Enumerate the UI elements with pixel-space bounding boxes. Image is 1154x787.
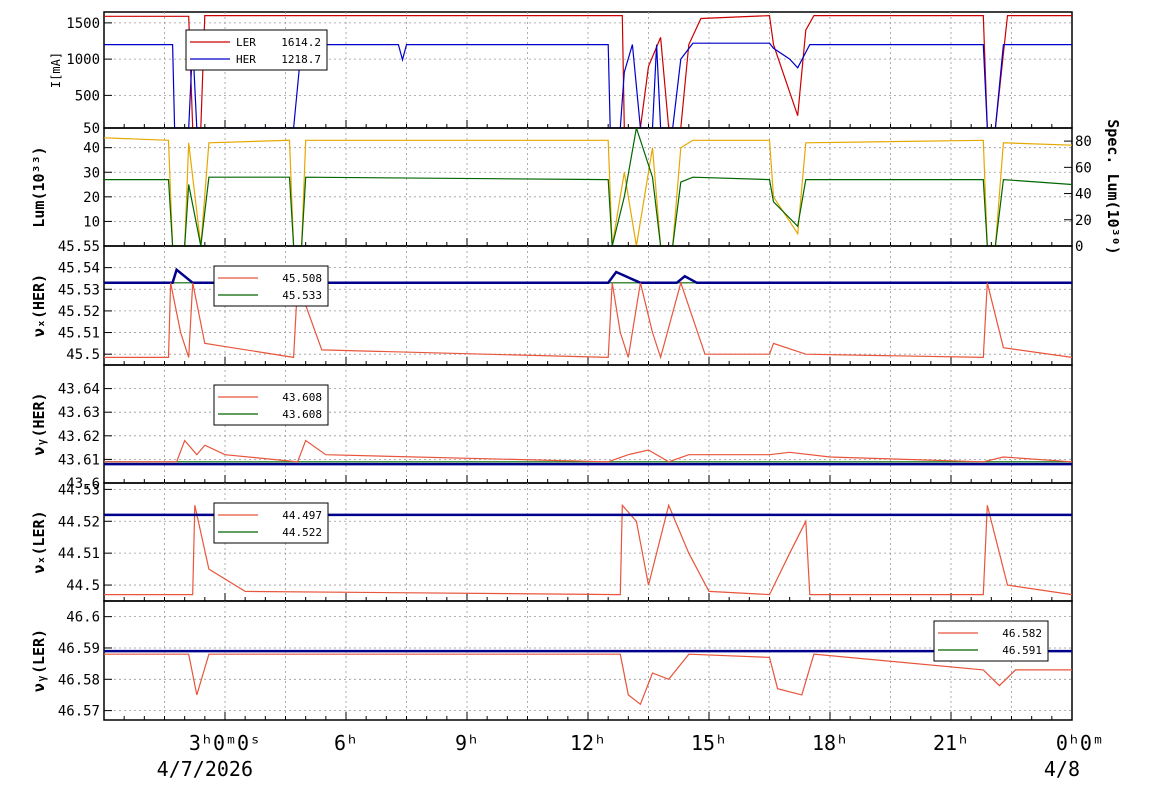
series-line	[104, 128, 1072, 246]
legend-box	[933, 620, 1049, 662]
y-right-tick-label: 20	[1075, 213, 1092, 229]
legend-value: 43.608	[282, 408, 322, 421]
legend-value: 45.533	[282, 289, 322, 302]
y-axis-label: νₓ(LER)	[30, 510, 48, 573]
series-line	[104, 439, 1072, 463]
y-tick-label: 43.61	[58, 452, 100, 468]
y-tick-label: 45.54	[58, 261, 100, 277]
legend-value: 43.608	[282, 391, 322, 404]
y-tick-label: 10	[83, 214, 100, 230]
y-axis-label: I[mA]	[49, 52, 63, 88]
series-line	[104, 267, 1072, 285]
y-tick-label: 1000	[66, 52, 100, 68]
y-right-tick-label: 40	[1075, 187, 1092, 203]
y-right-tick-label: 60	[1075, 160, 1092, 176]
x-tick-label: 12ʰ	[570, 731, 606, 755]
series-line	[104, 503, 1072, 596]
y-tick-label: 45.53	[58, 282, 100, 298]
y-tick-label: 20	[83, 190, 100, 206]
y-tick-label: 44.51	[58, 546, 100, 562]
x-tick-label: 3ʰ0ᵐ0ˢ	[189, 731, 261, 755]
y-tick-label: 45.55	[58, 239, 100, 255]
y-tick-label: 50	[83, 121, 100, 137]
legend-box	[185, 29, 328, 71]
x-date-start: 4/7/2026	[157, 757, 253, 781]
series-line	[104, 653, 1072, 706]
y-tick-label: 44.52	[58, 514, 100, 530]
series-line	[104, 42, 1072, 128]
y-tick-label: 43.6	[66, 476, 100, 492]
legend-box	[213, 265, 329, 307]
y-tick-label: 500	[75, 88, 100, 104]
y-tick-label: 46.58	[58, 672, 100, 688]
legend-name: LER	[236, 36, 256, 49]
y-right-tick-label: 0	[1075, 239, 1083, 255]
x-tick-label: 9ʰ	[455, 731, 479, 755]
y-axis-label: νᵧ(HER)	[30, 392, 48, 455]
legend-value: 44.497	[282, 509, 322, 522]
y-axis-label: Lum(10³³)	[30, 146, 48, 227]
legend-value: 46.591	[1002, 644, 1042, 657]
y-tick-label: 44.53	[58, 482, 100, 498]
legend-value: 1614.2	[281, 36, 321, 49]
y-axis-label: νₓ(HER)	[30, 274, 48, 337]
y-tick-label: 1500	[66, 16, 100, 32]
y-tick-label: 46.6	[66, 610, 100, 626]
x-tick-label: 21ʰ	[933, 731, 969, 755]
legend-value: 45.508	[282, 272, 322, 285]
y-tick-label: 43.64	[58, 382, 100, 398]
y-tick-label: 45.52	[58, 304, 100, 320]
series-line	[104, 280, 1072, 360]
legend-value: 46.582	[1002, 627, 1042, 640]
y-axis-label: νᵧ(LER)	[30, 629, 48, 692]
y-tick-label: 40	[83, 141, 100, 157]
series-line	[104, 137, 1072, 246]
y-tick-label: 45.5	[66, 347, 100, 363]
y-tick-label: 45.51	[58, 326, 100, 342]
y-tick-label: 44.5	[66, 578, 100, 594]
y-tick-label: 46.59	[58, 641, 100, 657]
x-tick-label: 6ʰ	[334, 731, 358, 755]
y-right-tick-label: 80	[1075, 134, 1092, 150]
x-tick-label: 18ʰ	[812, 731, 848, 755]
y-tick-label: 30	[83, 165, 100, 181]
legend-value: 44.522	[282, 526, 322, 539]
legend-value: 1218.7	[281, 53, 321, 66]
y-tick-label: 43.63	[58, 405, 100, 421]
x-date-end: 4/8	[1044, 757, 1080, 781]
legend-name: HER	[236, 53, 256, 66]
x-tick-label: 0ʰ0ᵐ	[1056, 731, 1104, 755]
legend-box	[213, 502, 329, 544]
y-tick-label: 43.62	[58, 429, 100, 445]
y-tick-label: 46.57	[58, 704, 100, 720]
y-right-axis-label: Spec. Lum(10³⁰)	[1104, 119, 1122, 254]
x-tick-label: 15ʰ	[691, 731, 727, 755]
legend-box	[213, 384, 329, 426]
